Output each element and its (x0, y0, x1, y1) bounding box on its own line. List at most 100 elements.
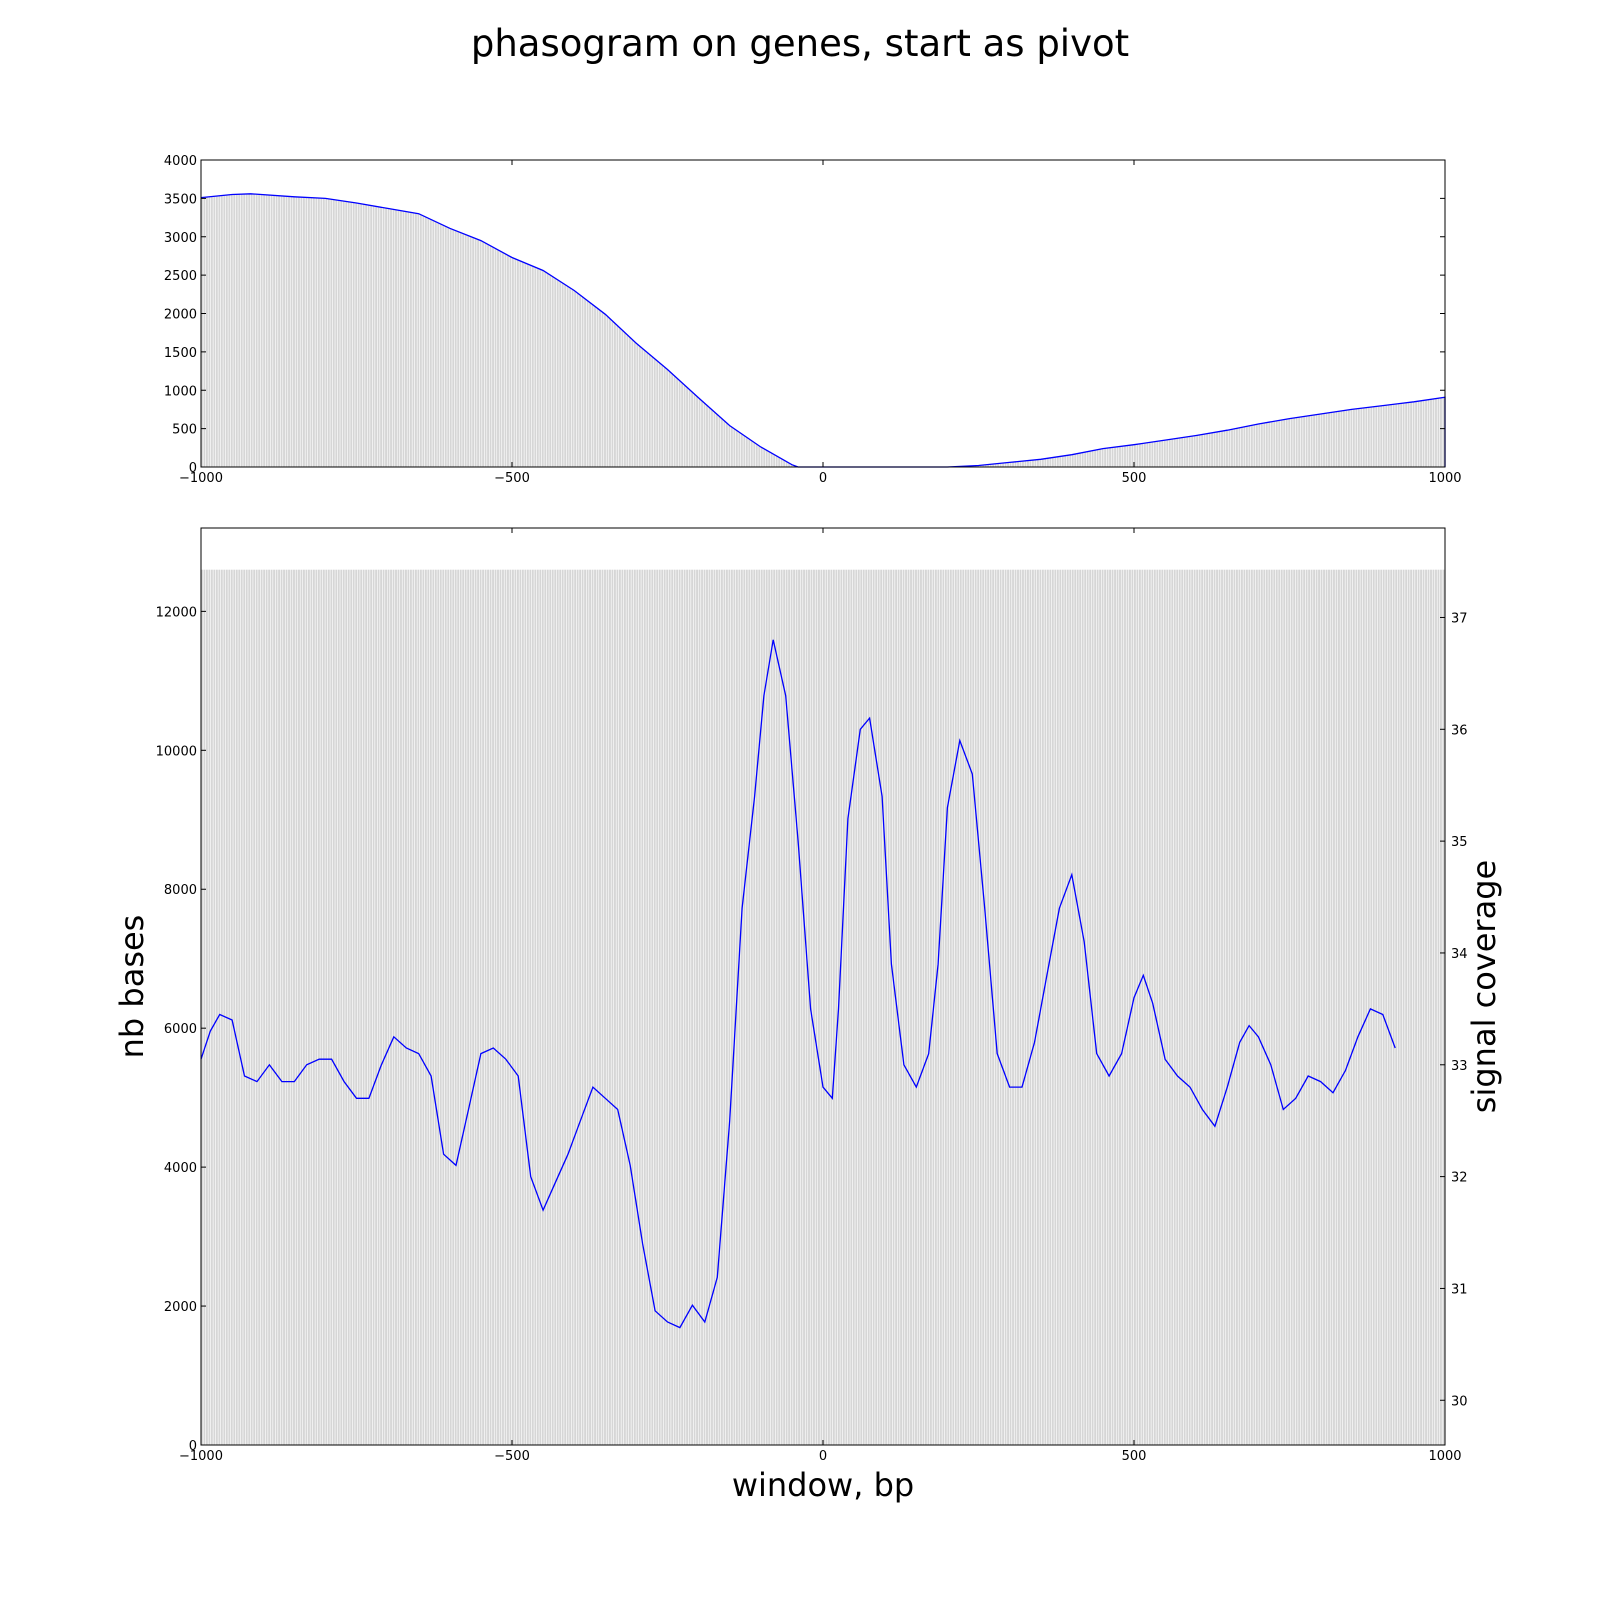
top-bar (753, 442, 756, 467)
bottom-bar (551, 569, 554, 1445)
top-bar (596, 308, 599, 467)
bottom-bar (220, 569, 223, 1445)
top-bar (1303, 416, 1306, 467)
top-x-tick-label: −1000 (179, 471, 223, 486)
top-bar (372, 205, 375, 468)
bottom-bar (1114, 569, 1116, 1445)
top-bar (499, 251, 502, 467)
bottom-bar (1188, 569, 1191, 1445)
top-bar (1392, 404, 1395, 467)
bottom-bar (375, 569, 378, 1445)
top-bar (524, 263, 527, 467)
top-bar (365, 204, 368, 467)
bottom-bar (720, 569, 723, 1445)
bottom-bar (1031, 569, 1034, 1445)
bottom-bar (457, 569, 460, 1445)
top-bar (556, 280, 559, 467)
top-bar (1265, 422, 1268, 467)
bottom-bar (215, 569, 218, 1445)
bottom-bar (725, 569, 728, 1445)
top-bar (1168, 439, 1171, 467)
bottom-bar (315, 569, 318, 1445)
bottom-bar (1076, 569, 1079, 1445)
top-bar (201, 197, 203, 468)
bottom-bar (1270, 569, 1273, 1445)
bottom-bar (516, 569, 519, 1445)
top-bar (1193, 435, 1196, 467)
bottom-bar (994, 569, 997, 1445)
bottom-bar (957, 569, 960, 1445)
bottom-bar (1402, 569, 1405, 1445)
top-bar (484, 243, 487, 467)
top-bar (442, 225, 445, 467)
bottom-bar (305, 569, 308, 1445)
bottom-bar (512, 569, 514, 1445)
bottom-bar (808, 569, 810, 1445)
bottom-bar (258, 569, 261, 1445)
top-bar (1407, 402, 1410, 467)
top-bar (1223, 430, 1226, 467)
bottom-bar (1258, 569, 1261, 1445)
bottom-bar (290, 569, 293, 1445)
bottom-bar (357, 569, 360, 1445)
top-bar (758, 446, 761, 467)
bottom-bar (1362, 569, 1365, 1445)
top-bar (641, 348, 644, 467)
bottom-bar (947, 569, 950, 1445)
bottom-bar (377, 569, 380, 1445)
bottom-bar (295, 569, 298, 1445)
bottom-bar (984, 569, 987, 1445)
bottom-bar (738, 569, 741, 1445)
top-bar (492, 247, 494, 467)
bottom-bar (840, 569, 843, 1445)
bottom-bar (579, 569, 582, 1445)
top-bar (357, 203, 360, 468)
top-bar (559, 281, 562, 467)
bottom-bar (372, 569, 375, 1445)
top-bar (223, 195, 226, 468)
bottom-bar (539, 569, 542, 1445)
bottom-bar (1360, 569, 1363, 1445)
top-bar (1114, 447, 1116, 467)
bottom-bar (586, 569, 589, 1445)
bottom-bar (768, 569, 771, 1445)
bottom-bar (337, 569, 340, 1445)
top-bar (1119, 446, 1121, 467)
top-bar (412, 212, 415, 467)
top-bar (1216, 431, 1218, 467)
bottom-bar (1081, 569, 1084, 1445)
bottom-bar (673, 569, 676, 1445)
top-bar (599, 310, 601, 467)
top-y-tick-label: 1000 (164, 384, 197, 399)
bottom-bar (1357, 569, 1360, 1445)
bottom-bar (1116, 569, 1119, 1445)
bottom-bar (1119, 569, 1121, 1445)
top-bar (290, 196, 293, 468)
bottom-bar (820, 569, 823, 1445)
bottom-bar (549, 569, 552, 1445)
bottom-bar (1198, 569, 1201, 1445)
top-bar (1158, 440, 1161, 467)
bottom-bar (514, 569, 517, 1445)
top-bar (765, 450, 768, 467)
bottom-bar (1310, 569, 1313, 1445)
bottom-bar (1380, 569, 1383, 1445)
bottom-bar (529, 569, 532, 1445)
bottom-bar (278, 569, 280, 1445)
bottom-bar (574, 569, 577, 1445)
top-bar (1066, 455, 1069, 467)
top-bar (1288, 418, 1291, 467)
bottom-bar (845, 569, 848, 1445)
bottom-bar (502, 569, 504, 1445)
top-bar (763, 449, 766, 467)
bottom-bar (638, 569, 641, 1445)
bottom-bar (1071, 569, 1074, 1445)
top-bar (531, 266, 534, 467)
top-bar (307, 197, 310, 468)
bottom-bar (803, 569, 805, 1445)
top-bar (1367, 407, 1370, 467)
bottom-bar (467, 569, 470, 1445)
top-bar (387, 208, 390, 468)
bottom-bar (1091, 569, 1094, 1445)
bottom-bar (1248, 569, 1251, 1445)
